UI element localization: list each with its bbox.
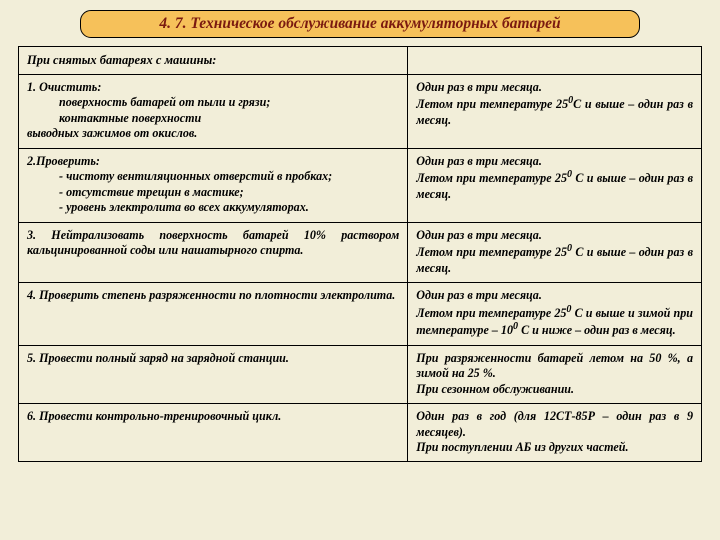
page: 4. 7. Техническое обслуживание аккумулят… <box>0 0 720 540</box>
task-heading: 2.Проверить: <box>27 154 399 169</box>
period-cell: Один раз в три месяца. Летом при темпера… <box>408 148 702 222</box>
task-line: поверхность батарей от пыли и грязи; <box>27 95 399 110</box>
period-cell: Один раз в три месяца. Летом при темпера… <box>408 75 702 149</box>
table-row: При снятых батареях с машины: <box>19 47 702 75</box>
period-cell: Один раз в год (для 12СТ-85Р – один раз … <box>408 404 702 462</box>
period-line: При поступлении АБ из других частей. <box>416 440 693 455</box>
maintenance-table: При снятых батареях с машины: 1. Очистит… <box>18 46 702 462</box>
table-row: 6. Провести контрольно-тренировочный цик… <box>19 404 702 462</box>
task-line: выводных зажимов от окислов. <box>27 126 399 141</box>
period-cell: При разряженности батарей летом на 50 %,… <box>408 345 702 403</box>
task-line: контактные поверхности <box>27 111 399 126</box>
period-line: Один раз в три месяца. <box>416 80 693 95</box>
period-cell: Один раз в три месяца. Летом при темпера… <box>408 283 702 345</box>
period-line: Летом при температуре 250 С и выше – оди… <box>416 169 693 202</box>
list-item: чистоту вентиляционных отверстий в пробк… <box>59 169 399 184</box>
task-cell: 2.Проверить: чистоту вентиляционных отве… <box>19 148 408 222</box>
period-line: Летом при температуре 250 С и выше – оди… <box>416 243 693 276</box>
period-line: Летом при температуре 250 С и выше и зим… <box>416 304 693 339</box>
period-line: Летом при температуре 250С и выше – один… <box>416 95 693 128</box>
header-cell-right <box>408 47 702 75</box>
list-item: отсутствие трещин в мастике; <box>59 185 399 200</box>
period-line: При разряженности батарей летом на 50 %,… <box>416 351 693 382</box>
task-cell: 4. Проверить степень разряженности по пл… <box>19 283 408 345</box>
table-row: 5. Провести полный заряд на зарядной ста… <box>19 345 702 403</box>
period-line: Один раз в год (для 12СТ-85Р – один раз … <box>416 409 693 440</box>
page-title: 4. 7. Техническое обслуживание аккумулят… <box>159 15 560 32</box>
table-row: 1. Очистить: поверхность батарей от пыли… <box>19 75 702 149</box>
table-row: 2.Проверить: чистоту вентиляционных отве… <box>19 148 702 222</box>
period-line: Один раз в три месяца. <box>416 288 693 303</box>
table-row: 3. Нейтрализовать поверхность батарей 10… <box>19 222 702 282</box>
period-line: Один раз в три месяца. <box>416 154 693 169</box>
task-cell: 5. Провести полный заряд на зарядной ста… <box>19 345 408 403</box>
task-cell: 1. Очистить: поверхность батарей от пыли… <box>19 75 408 149</box>
header-cell: При снятых батареях с машины: <box>19 47 408 75</box>
period-line: Один раз в три месяца. <box>416 228 693 243</box>
list-item: уровень электролита во всех аккумулятора… <box>59 200 399 215</box>
task-cell: 3. Нейтрализовать поверхность батарей 10… <box>19 222 408 282</box>
task-list: чистоту вентиляционных отверстий в пробк… <box>27 169 399 215</box>
period-cell: Один раз в три месяца. Летом при темпера… <box>408 222 702 282</box>
table-row: 4. Проверить степень разряженности по пл… <box>19 283 702 345</box>
task-cell: 6. Провести контрольно-тренировочный цик… <box>19 404 408 462</box>
task-heading: 1. Очистить: <box>27 80 399 95</box>
title-badge: 4. 7. Техническое обслуживание аккумулят… <box>80 10 640 38</box>
period-line: При сезонном обслуживании. <box>416 382 693 397</box>
